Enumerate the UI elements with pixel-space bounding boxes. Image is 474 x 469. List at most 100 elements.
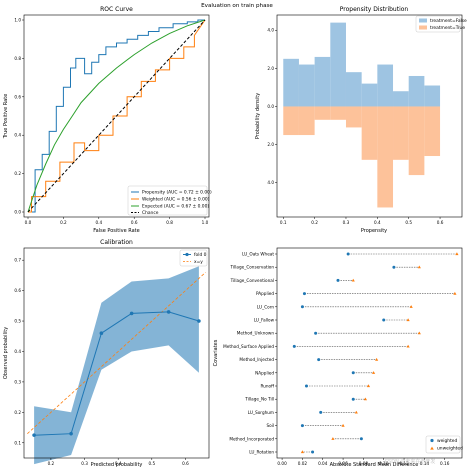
balance-ytick-label: Method_Surface Applied: [223, 344, 274, 349]
balance-point-unweighted: [300, 450, 305, 454]
calibration-y-ticks: 0.1 0.2 0.3 0.4 0.5 0.6 0.7: [14, 258, 24, 445]
roc-xlabel: False Positive Rate: [93, 228, 139, 234]
balance-point-unweighted: [406, 344, 410, 348]
propensity-xtick-label: 0.4: [374, 220, 381, 225]
propensity-bar-true: [361, 106, 378, 160]
calibration-title: Calibration: [100, 239, 133, 246]
propensity-bar-false: [377, 64, 394, 107]
calibration-point: [32, 433, 36, 437]
roc-x-ticks: 0.0 0.2 0.4 0.6 0.8 1.0: [25, 217, 209, 225]
balance-ytick-label: LU_Rotation: [249, 450, 274, 455]
balance-point-weighted: [351, 397, 355, 401]
calibration-diagonal: [27, 272, 206, 434]
calibration-xtick-label: 0.2: [48, 461, 55, 466]
balance-ytick-label: LU_Sorghum: [248, 410, 274, 415]
propensity-legend-swatch-true: [419, 25, 427, 30]
calibration-ytick-label: 0.2: [14, 410, 21, 415]
calibration-ytick-label: 0.6: [14, 288, 21, 293]
balance-xtick-label: 0.14: [420, 461, 430, 466]
propensity-bar-false: [298, 64, 315, 107]
balance-ytick-label: LU_Oats Wheat: [242, 252, 274, 257]
propensity-bar-true: [345, 106, 362, 128]
balance-point-weighted: [317, 358, 321, 362]
roc-series-0: [28, 19, 205, 213]
roc-legend-chance: Chance: [142, 210, 159, 216]
calibration-axes-frame: [23, 247, 210, 459]
balance-xtick-label: 0.00: [277, 461, 287, 466]
balance-point-unweighted: [371, 371, 376, 374]
propensity-bar-true: [377, 106, 394, 208]
balance-point-weighted: [311, 450, 315, 454]
calibration-ytick-label: 0.3: [14, 379, 21, 384]
balance-ytick-label: Runoff: [261, 384, 275, 389]
roc-ytick-label: 1.0: [14, 18, 21, 23]
roc-xtick-label: 1.0: [202, 220, 209, 225]
balance-ytick-label: Method_Unknown: [237, 331, 275, 336]
propensity-x-ticks: 0.1 0.2 0.3 0.4 0.5 0.6: [280, 217, 444, 225]
roc-legend-weighted: Weighted (AUC = 0.56 ± 0.00): [142, 197, 210, 203]
propensity-bar-true: [424, 106, 441, 157]
balance-point-weighted: [300, 424, 304, 428]
roc-xtick-label: 0.6: [131, 220, 138, 225]
balance-legend-weighted: weighted: [437, 438, 458, 444]
roc-xtick-label: 0.4: [95, 220, 102, 225]
balance-xtick-label: 0.02: [298, 461, 308, 466]
balance-xtick-label: 0.04: [318, 461, 328, 466]
balance-point-weighted: [292, 344, 296, 348]
balance-point-unweighted: [331, 437, 335, 440]
balance-point-unweighted: [363, 397, 368, 401]
propensity-title: Propensity Distribution: [340, 6, 409, 13]
propensity-legend-true: treatment=True: [430, 25, 465, 31]
balance-legend-marker-unweighted: [430, 446, 434, 450]
balance-legend-unweighted: unweighted: [437, 446, 463, 452]
roc-ytick-label: 0.4: [14, 133, 21, 138]
balance-point-unweighted: [417, 331, 421, 335]
calibration-legend-marker-fold: [185, 252, 189, 257]
calibration-panel: Calibration 0.2 0.3 0.4 0.5 0.6 0.1 0.2 0.3 0.4…: [3, 239, 210, 468]
calibration-line: [34, 311, 200, 436]
calibration-point: [166, 310, 171, 314]
calibration-legend-xy: x=y: [194, 260, 203, 265]
calibration-ytick-label: 0.1: [14, 440, 21, 445]
balance-point-unweighted: [375, 357, 379, 361]
balance-point-weighted: [304, 384, 308, 388]
propensity-ytick-label: 4.0: [267, 28, 274, 33]
roc-ytick-label: 0.2: [14, 171, 21, 176]
balance-point-weighted: [359, 437, 363, 441]
roc-legend: Propensity (AUC = 0.72 ± 0.00) Weighted …: [127, 185, 212, 216]
balance-ytick-label: LU_Fallow: [254, 318, 275, 323]
balance-point-weighted: [392, 265, 396, 269]
calibration-xtick-label: 0.5: [148, 461, 155, 466]
propensity-xtick-label: 0.2: [311, 220, 318, 225]
balance-plot-area: [292, 252, 459, 454]
calibration-ytick-label: 0.4: [14, 349, 21, 354]
propensity-bar-true: [393, 106, 409, 160]
propensity-plot-area: [283, 22, 441, 208]
balance-x-ticks: 0.00 0.02 0.04 0.06 0.08 0.10 0.12 0.14 0.16: [277, 458, 450, 466]
calibration-point: [69, 431, 73, 436]
propensity-bar-false: [361, 83, 378, 107]
propensity-bar-false: [314, 56, 331, 107]
propensity-legend-swatch-false: [419, 18, 427, 23]
figure-suptitle: Evaluation on train phase: [201, 3, 273, 9]
roc-series-2: [27, 19, 206, 213]
propensity-bar-false: [393, 91, 409, 107]
roc-xtick-label: 0.0: [25, 220, 32, 225]
balance-point-unweighted: [366, 384, 371, 388]
balance-point-weighted: [382, 318, 386, 322]
balance-point-unweighted: [406, 318, 410, 322]
roc-title: ROC Curve: [100, 6, 133, 13]
roc-panel: ROC Curve 0.0 0.2 0.4 0.6 0.8 1.0 0.00.20.40.…: [3, 6, 212, 234]
propensity-xtick-label: 0.5: [405, 220, 412, 225]
propensity-ytick-label: 4.0: [267, 180, 274, 185]
balance-axes-frame: [276, 247, 463, 459]
balance-point-unweighted: [453, 291, 457, 295]
balance-point-weighted: [319, 410, 323, 414]
balance-y-ticks: LU_Oats Wheat Tillage_Conservation Tillage…: [223, 252, 277, 455]
roc-y-ticks: 0.0 0.2 0.4 0.6 0.8 1.0: [14, 18, 24, 215]
balance-point-unweighted: [455, 252, 459, 256]
propensity-panel: Propensity Distribution 0.1 0.2 0.3 0.4 0.5 0…: [255, 6, 467, 234]
balance-panel: 0.00 0.02 0.04 0.06 0.08 0.10 0.12 0.14 0.16 LU_…: [213, 247, 463, 468]
propensity-bar-false: [330, 22, 346, 107]
roc-xtick-label: 0.8: [166, 220, 173, 225]
